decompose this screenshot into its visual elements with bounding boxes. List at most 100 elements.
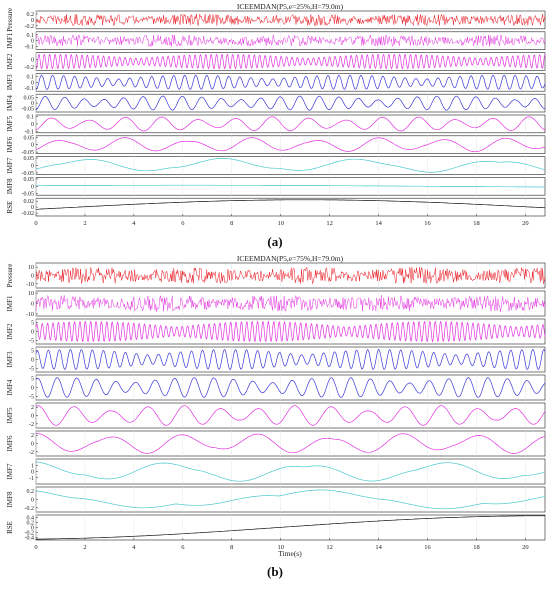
panel-frame: [35, 374, 546, 401]
series-line-imf6: [36, 433, 546, 454]
chart-title-b: ICEEMDAN(P5,e=75%,H=79.0m): [237, 254, 344, 263]
chart-a: 0.20-0.2Pressure0.10-0.1IMF10-0.2IMF20.1…: [6, 8, 546, 227]
y-tick-label: 0: [31, 470, 34, 476]
series-label: IMF1: [6, 32, 14, 48]
panel-imf8: 0.050 -0.05 IMF8: [6, 177, 546, 198]
y-tick-label: -0.05: [22, 107, 35, 113]
y-tick-label: 0.1: [27, 114, 35, 120]
series-label: IMF6: [6, 435, 14, 451]
y-tick-label: -0.1: [25, 45, 35, 51]
series-line-imf4: [35, 377, 546, 398]
y-tick-label: -0.05: [22, 171, 35, 177]
y-tick-label: 0: [31, 330, 34, 336]
series-label: IMF2: [6, 53, 14, 69]
y-tick-label: 2: [31, 433, 34, 439]
series-line-imf5: [35, 116, 546, 132]
series-line-rse: [35, 199, 546, 210]
y-tick-label: 0.02: [24, 199, 35, 205]
series-label: IMF7: [6, 463, 14, 479]
y-tick-label: 5: [31, 321, 34, 327]
y-tick-label: 10: [28, 265, 34, 271]
series-line-pressure: [35, 13, 546, 27]
y-tick-label: -0.05: [22, 192, 35, 198]
series-label: IMF4: [6, 95, 14, 111]
panel-imf2: 5 0 -5 IMF2: [6, 318, 546, 344]
series-label: RSE: [6, 201, 14, 214]
y-tick-label: 0: [31, 164, 34, 170]
y-tick-label: -0.1: [25, 129, 35, 135]
panel-imf8: 0.2 0 -0.2 IMF8: [6, 486, 546, 513]
y-tick-label: -0.1: [25, 86, 35, 92]
series-line-rse: [36, 515, 545, 540]
y-tick-label: -0.2: [25, 65, 35, 71]
x-tick-label: 18: [473, 220, 480, 227]
panel-imf3: 0.10-0.1 IMF3: [6, 73, 546, 92]
panel-frame: [35, 402, 546, 429]
x-tick-label: 4: [132, 544, 136, 551]
series-label: IMF4: [6, 379, 14, 395]
panel-frame: [35, 135, 546, 154]
panel-frame: [35, 486, 546, 513]
series-line-imf1: [35, 34, 546, 47]
panel-rse: 0.020-0.02 RSE: [6, 197, 546, 217]
y-tick-label: -10: [26, 282, 34, 288]
series-label: IMF6: [6, 136, 14, 152]
series-line-imf6: [35, 137, 546, 153]
series-label: IMF5: [6, 115, 14, 131]
y-tick-label: 0.1: [27, 33, 35, 39]
series-line-imf2: [35, 320, 546, 343]
x-tick-label: 2: [83, 220, 86, 227]
y-tick-label: 0: [31, 274, 34, 280]
series-line-imf3: [35, 74, 546, 90]
y-tick-label: 0.2: [27, 12, 35, 18]
caption-a: (a): [267, 234, 282, 249]
y-tick-label: 0: [31, 58, 34, 64]
y-tick-label: 0: [31, 205, 34, 211]
y-tick-label: 0: [31, 414, 34, 420]
series-label: Pressure: [6, 264, 14, 288]
x-tick-label: 0: [34, 544, 37, 551]
y-tick-label: -5: [29, 394, 34, 400]
x-tick-label: 14: [375, 544, 382, 551]
panel-frame: [35, 346, 546, 373]
y-tick-label: 0.05: [24, 177, 35, 183]
y-tick-label: 0: [31, 498, 34, 504]
x-tick-label: 8: [230, 544, 233, 551]
series-label: IMF1: [6, 295, 14, 311]
series-label: IMF2: [6, 323, 14, 339]
series-label: RSE: [6, 521, 14, 534]
y-tick-label: -0.02: [22, 211, 35, 217]
chart-b: 100-10Pressure100-10IMF150-5IMF250-5IMF3…: [6, 262, 546, 551]
panel-imf4: 5 0 -5 IMF4: [6, 374, 546, 401]
series-line-imf7: [35, 158, 546, 173]
series-line-imf1: [35, 294, 546, 312]
series-label: IMF3: [6, 351, 14, 367]
y-tick-label: 1: [31, 463, 34, 469]
y-tick-label: 0.4: [27, 516, 35, 522]
series-line-imf3: [35, 348, 546, 371]
chart-title-a: ICEEMDAN(P5,e=25%,H=79.0m): [237, 2, 344, 11]
x-tick-label: 12: [326, 544, 333, 551]
series-line-imf8: [36, 184, 545, 188]
x-tick-label: 2: [83, 544, 86, 551]
series-line-imf8: [35, 489, 546, 510]
x-tick-label: 6: [181, 544, 185, 551]
panel-frame: [35, 514, 546, 541]
y-tick-label: -0.05: [22, 150, 35, 156]
x-tick-label: 14: [375, 220, 382, 227]
y-tick-label: 0: [31, 386, 34, 392]
x-tick-label: 20: [522, 544, 529, 551]
x-tick-label: 0: [34, 220, 37, 227]
series-line-imf2: [35, 53, 546, 70]
y-tick-label: 0: [31, 526, 34, 532]
panel-frame: [35, 197, 546, 217]
y-tick-label: -0.4: [25, 536, 35, 542]
series-line-imf5: [35, 405, 546, 426]
y-tick-label: 0: [31, 39, 34, 45]
y-tick-label: 0.2: [27, 489, 35, 495]
panel-imf6: 0.05 0-0.05 IMF6: [6, 135, 546, 156]
y-tick-label: -1: [29, 476, 34, 482]
y-tick-label: -5: [29, 366, 34, 372]
y-tick-label: 0: [31, 358, 34, 364]
